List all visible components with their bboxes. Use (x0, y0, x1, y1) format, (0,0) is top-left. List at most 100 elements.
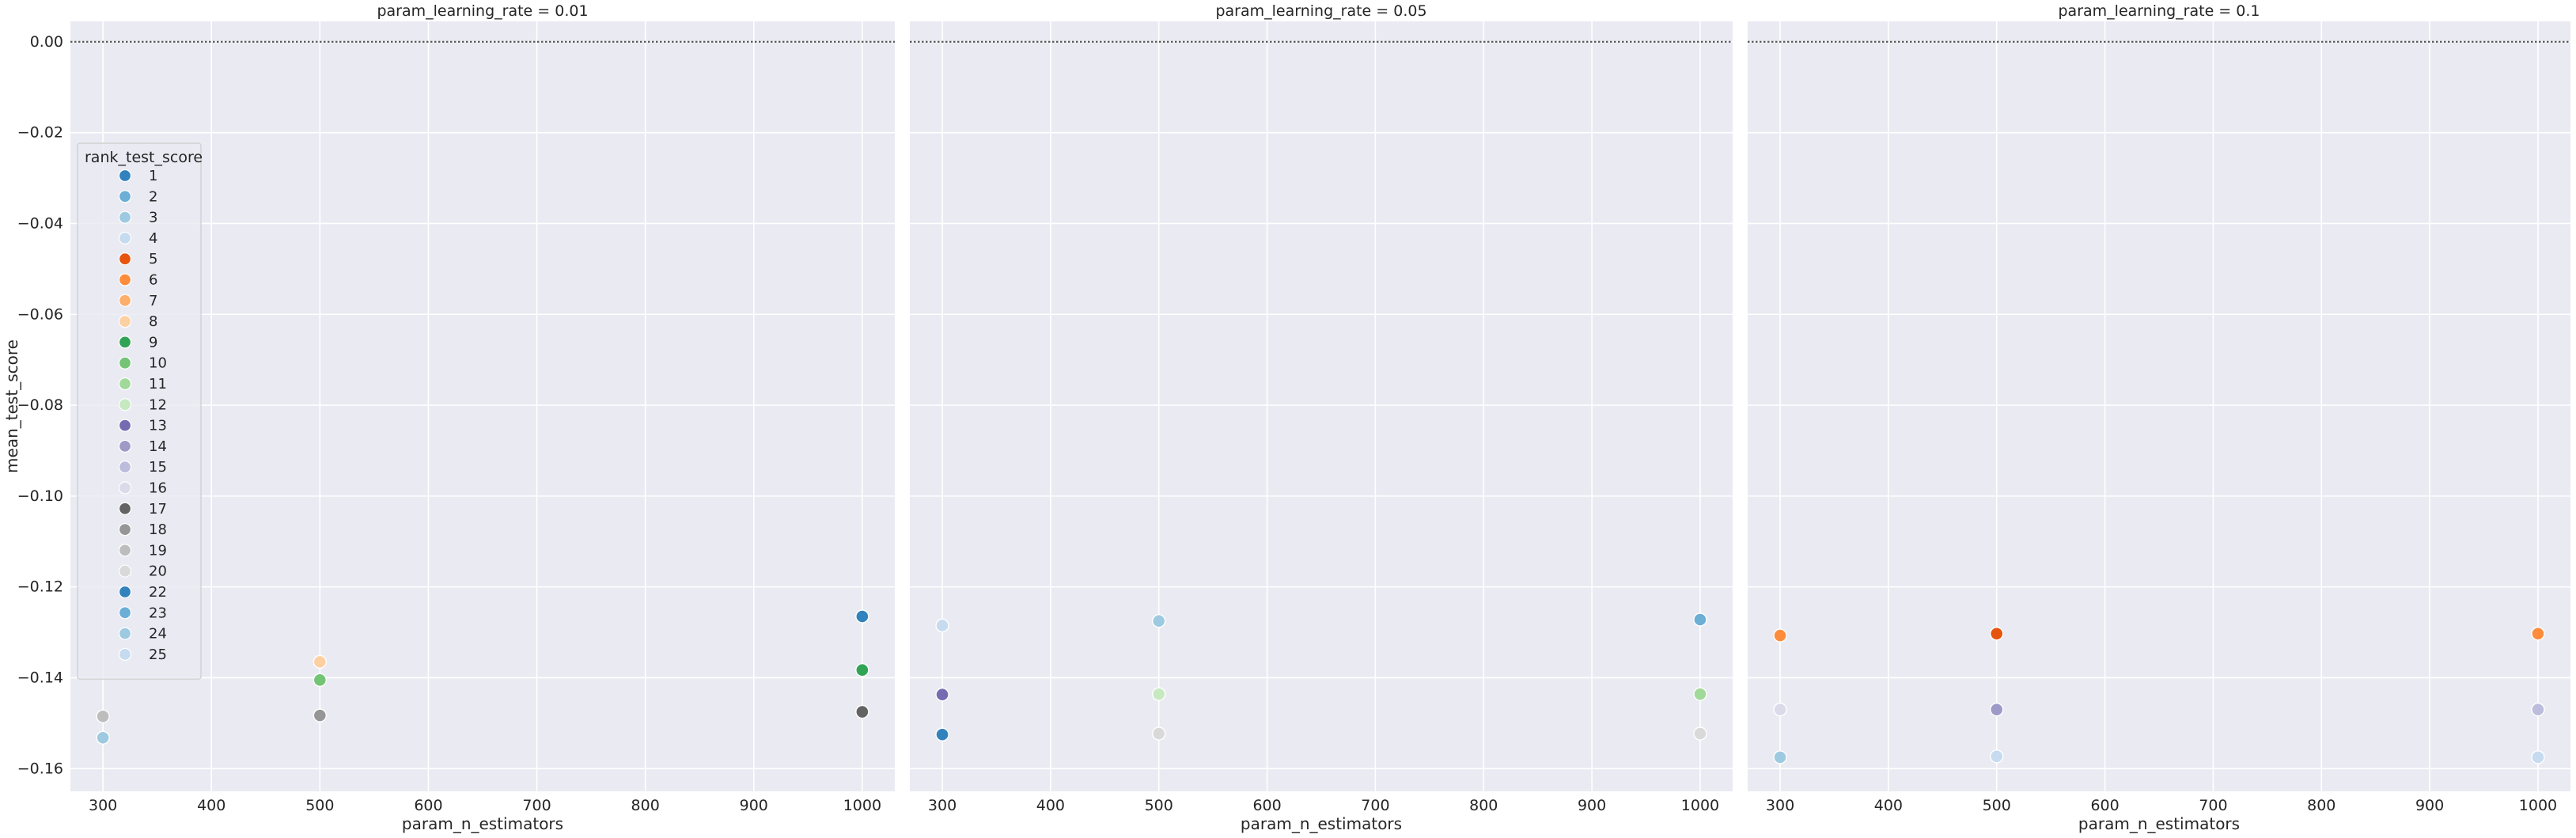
legend-marker (118, 273, 132, 286)
facet-panel-1: param_learning_rate = 0.01 300 400 500 600 70… (70, 2, 895, 833)
x-tick-label: 300 (1766, 797, 1794, 814)
legend-label: 22 (149, 584, 167, 601)
legend-marker (118, 585, 132, 599)
data-point (855, 663, 869, 677)
legend-label: 6 (149, 272, 157, 289)
y-tick-label: −0.06 (17, 305, 63, 323)
facet-panel-3: param_learning_rate = 0.1 300 400 500 600 700… (1748, 2, 2570, 833)
data-point (1990, 627, 2004, 641)
legend-label: 13 (149, 418, 167, 434)
legend-marker (118, 190, 132, 203)
legend-label: 1 (149, 168, 157, 184)
legend-label: 5 (149, 251, 157, 267)
x-tick-label: 1000 (2519, 797, 2557, 814)
x-tick-label: 400 (1036, 797, 1065, 814)
x-tick-label: 900 (740, 797, 768, 814)
legend-label: 8 (149, 313, 157, 330)
legend-marker (118, 315, 132, 328)
legend-box (77, 142, 202, 680)
legend-marker (118, 461, 132, 474)
x-tick-label: 500 (305, 797, 334, 814)
y-tick-label: −0.08 (17, 396, 63, 414)
legend-label: 23 (149, 605, 167, 621)
x-tick-label: 400 (1874, 797, 1903, 814)
x-tick-label: 500 (1983, 797, 2011, 814)
legend-marker (118, 336, 132, 349)
plot-area-background (910, 21, 1733, 791)
data-point (1773, 628, 1787, 643)
x-axis-label: param_n_estimators (2078, 814, 2240, 833)
y-tick-label: −0.02 (17, 124, 63, 142)
legend-marker (118, 252, 132, 266)
legend-marker (118, 210, 132, 224)
y-tick-label: −0.04 (17, 214, 63, 232)
y-tick-label: −0.14 (17, 669, 63, 686)
data-point (935, 618, 949, 633)
legend-marker (118, 481, 132, 495)
x-tick-label: 800 (631, 797, 660, 814)
data-point (1152, 687, 1166, 701)
x-axis-label: param_n_estimators (402, 814, 563, 833)
legend-label: 15 (149, 459, 167, 476)
data-point (96, 730, 110, 745)
data-point (1152, 614, 1166, 628)
legend-label: 19 (149, 542, 167, 559)
legend-label: 20 (149, 563, 167, 580)
legend-label: 17 (149, 501, 167, 518)
legend-marker (118, 544, 132, 557)
legend: rank_test_score1234567891011121314151617… (77, 142, 203, 680)
x-tick-label: 600 (1252, 797, 1281, 814)
legend-label: 16 (149, 480, 167, 497)
data-point (855, 609, 869, 624)
x-tick-label: 800 (1469, 797, 1498, 814)
data-point (96, 709, 110, 723)
x-tick-label: 900 (2415, 797, 2444, 814)
x-tick-label: 700 (2199, 797, 2227, 814)
legend-marker (118, 627, 132, 640)
data-point (313, 654, 328, 669)
data-point (313, 673, 328, 688)
plot-area-background (1748, 21, 2570, 791)
legend-label: 24 (149, 626, 167, 643)
legend-marker (118, 419, 132, 432)
legend-label: 25 (149, 647, 167, 663)
x-tick-label: 800 (2307, 797, 2335, 814)
data-point (1990, 702, 2004, 717)
legend-marker (118, 356, 132, 370)
facet-panel-2: param_learning_rate = 0.05 300 400 500 600 70… (910, 2, 1733, 833)
panel-title: param_learning_rate = 0.1 (2059, 2, 2260, 20)
x-tick-label: 400 (197, 797, 225, 814)
data-point (313, 708, 328, 722)
y-axis-label: mean_test_score (2, 339, 21, 473)
x-tick-label: 500 (1145, 797, 1173, 814)
x-tick-label: 700 (522, 797, 551, 814)
legend-marker (118, 231, 132, 245)
legend-label: 3 (149, 210, 157, 226)
data-point (2531, 702, 2545, 717)
legend-label: 10 (149, 355, 167, 372)
legend-label: 14 (149, 438, 167, 455)
data-point (2531, 750, 2545, 764)
legend-marker (118, 398, 132, 411)
y-tick-label: −0.12 (17, 578, 63, 596)
x-tick-label: 900 (1578, 797, 1606, 814)
data-point (855, 704, 869, 719)
legend-marker (118, 502, 132, 515)
panel-title: param_learning_rate = 0.01 (377, 2, 588, 20)
legend-label: 12 (149, 396, 167, 413)
legend-marker (118, 169, 132, 183)
x-tick-label: 600 (414, 797, 442, 814)
legend-label: 7 (149, 293, 157, 309)
x-tick-label: 1000 (1681, 797, 1719, 814)
data-point (1990, 749, 2004, 764)
data-point (1773, 750, 1787, 764)
x-tick-label: 300 (89, 797, 117, 814)
legend-label: 4 (149, 230, 157, 247)
panel-title: param_learning_rate = 0.05 (1215, 2, 1426, 20)
x-tick-label: 600 (2090, 797, 2119, 814)
data-point (1693, 687, 1707, 701)
data-point (935, 688, 949, 702)
data-point (2531, 627, 2545, 641)
